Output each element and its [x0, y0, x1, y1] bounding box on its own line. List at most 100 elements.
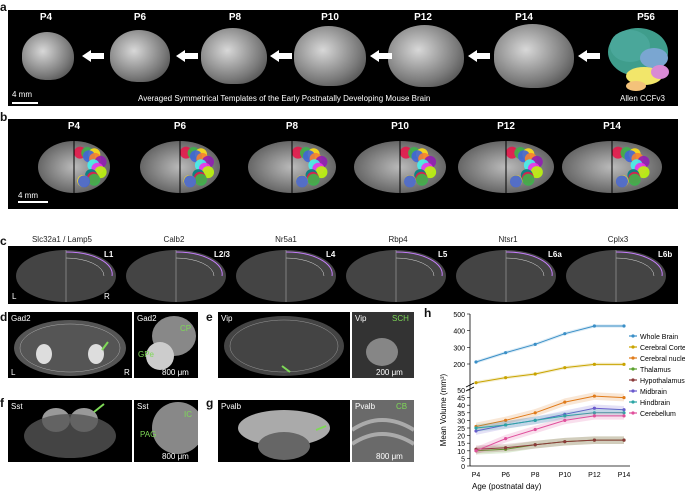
region-label-pag: PAG — [140, 430, 157, 439]
series-line — [475, 407, 625, 432]
arrow-left-icon — [270, 50, 292, 62]
region-label-ic: IC — [184, 410, 192, 419]
arrow-left-icon — [370, 50, 392, 62]
legend-marker — [631, 400, 635, 404]
left-hemisphere-label: L — [11, 368, 16, 377]
data-point — [563, 440, 567, 444]
age-label: P8 — [285, 121, 299, 132]
y-tick-label: 300 — [453, 345, 465, 352]
y-axis-label: Mean Volume (mm³) — [439, 373, 448, 446]
gene-label: Vip — [221, 314, 233, 323]
data-point — [474, 381, 478, 385]
y-tick-label: 500 — [453, 312, 465, 319]
layer-section-0 — [16, 250, 116, 302]
age-label: P10 — [321, 12, 339, 23]
region-label-cb: CB — [396, 402, 408, 411]
scale-bar — [12, 102, 38, 104]
legend-label: Hypothalamus — [640, 378, 685, 385]
y-tick-label: 5 — [461, 456, 465, 463]
panel-label-e: e — [206, 310, 213, 324]
scale-bar-label: 4 mm — [12, 90, 32, 99]
brain-template-p4 — [22, 32, 74, 80]
panel-label-c: c — [0, 234, 7, 248]
data-point — [474, 429, 478, 433]
series-band — [476, 324, 624, 364]
legend-label: Midbrain — [640, 389, 667, 396]
age-label: P4 — [67, 121, 81, 132]
data-point — [533, 418, 537, 422]
panel-label-d: d — [0, 310, 8, 324]
y-tick-label: 50 — [457, 388, 465, 395]
data-point — [592, 414, 596, 418]
x-tick-label: P12 — [588, 472, 601, 479]
gene-label: Pvalb — [355, 402, 376, 411]
series-line — [475, 439, 624, 450]
legend-label: Whole Brain — [640, 334, 678, 341]
data-point — [563, 366, 567, 370]
layer-label: L5 — [438, 250, 448, 259]
layer-label: L1 — [104, 250, 114, 259]
legend-label: Cerebral Cortex — [640, 345, 685, 352]
gene-label: Sst — [137, 402, 149, 411]
x-tick-label: P4 — [472, 472, 481, 479]
data-point — [592, 324, 596, 328]
age-label: P6 — [133, 12, 147, 23]
data-point — [474, 449, 478, 453]
gene-title: Rbp4 — [388, 235, 408, 244]
panel-a-caption: Averaged Symmetrical Templates of the Ea… — [138, 94, 431, 103]
panel-label-b: b — [0, 110, 8, 124]
volume-chart: Age (postnatal day) Mean Volume (mm³) 20… — [439, 312, 685, 491]
layer-section-5 — [566, 250, 666, 302]
legend-label: Thalamus — [640, 367, 671, 374]
x-axis-label: Age (postnatal day) — [472, 482, 542, 491]
data-point — [592, 406, 596, 410]
data-point — [622, 408, 626, 412]
data-point — [622, 411, 626, 415]
panel-d-zoom: Gad2 CP GPe 800 μm — [134, 312, 198, 378]
x-tick-label: P10 — [559, 472, 572, 479]
gene-label: Sst — [11, 402, 23, 411]
y-tick-label: 35 — [457, 411, 465, 418]
region-label-gpe: GPe — [138, 350, 155, 359]
gene-title: Ntsr1 — [498, 235, 518, 244]
scale-bar — [18, 201, 48, 203]
y-tick-label: 20 — [457, 434, 465, 441]
y-tick-label: 0 — [461, 464, 465, 471]
data-point — [563, 332, 567, 336]
allen-ccf-atlas — [608, 28, 669, 91]
panel-f-section: Sst — [8, 400, 132, 462]
data-point — [592, 362, 596, 366]
age-label: P12 — [414, 12, 432, 23]
data-point — [592, 394, 596, 398]
panel-label-g: g — [206, 396, 214, 410]
y-tick-label: 15 — [457, 441, 465, 448]
data-point — [504, 446, 508, 450]
data-point — [504, 423, 508, 427]
x-tick-label: P8 — [531, 472, 540, 479]
brain-template-p10 — [294, 26, 366, 86]
data-point — [592, 411, 596, 415]
panel-g-zoom: Pvalb CB 800 μm — [350, 400, 416, 462]
age-label: P56 — [637, 12, 655, 23]
age-label: P12 — [497, 121, 515, 132]
age-label: P14 — [515, 12, 533, 23]
atlas-label: Allen CCFv3 — [620, 94, 665, 103]
data-point — [504, 376, 508, 380]
gene-title: Cplx3 — [607, 235, 629, 244]
series-band — [476, 409, 624, 432]
data-point — [533, 372, 537, 376]
y-tick-label: 45 — [457, 396, 465, 403]
region-label-cp: CP — [180, 324, 192, 333]
series-line — [475, 325, 624, 363]
data-point — [504, 351, 508, 355]
age-label: P8 — [228, 12, 242, 23]
series-line — [475, 363, 624, 384]
scale-label: 800 μm — [376, 452, 403, 461]
panel-c-image: L1 L2/3 L4 L5 L6a L6b L R — [8, 246, 678, 304]
panel-e-section: Vip — [218, 312, 350, 378]
right-hemisphere-label: R — [124, 368, 130, 377]
section-5 — [562, 141, 662, 193]
layer-marker-sections — [16, 250, 666, 302]
scale-label: 200 μm — [376, 368, 403, 377]
section-0 — [38, 141, 110, 193]
